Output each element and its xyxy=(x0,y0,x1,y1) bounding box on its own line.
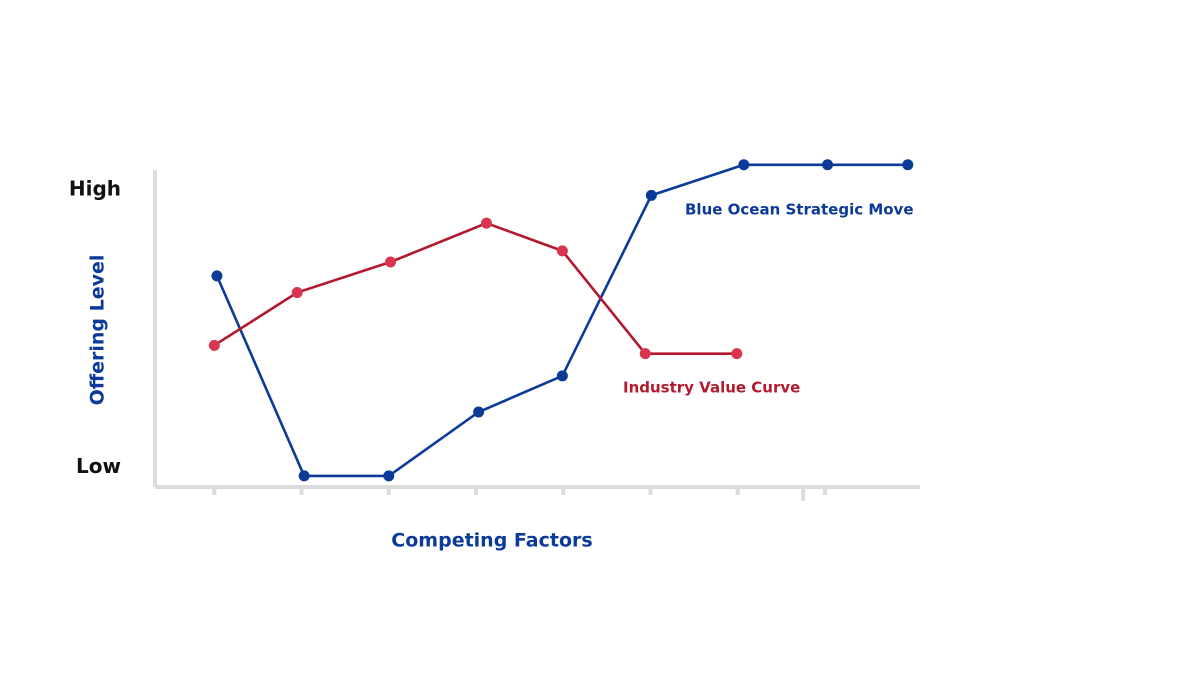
data-point xyxy=(298,470,310,482)
data-point xyxy=(211,270,223,282)
series-label: Blue Ocean Strategic Move xyxy=(685,201,914,219)
y-axis-label: Offering Level xyxy=(87,255,109,406)
data-point xyxy=(480,217,492,229)
y-tick-label: Low xyxy=(76,454,121,478)
data-point xyxy=(556,370,568,382)
data-point xyxy=(639,348,651,360)
x-axis-label: Competing Factors xyxy=(391,530,592,552)
data-point xyxy=(731,348,743,360)
data-point xyxy=(208,339,220,351)
data-point xyxy=(556,245,568,257)
data-point xyxy=(473,406,485,418)
data-point xyxy=(383,470,395,482)
data-point xyxy=(738,159,750,171)
data-point xyxy=(902,159,914,171)
data-point xyxy=(385,256,397,268)
series-line xyxy=(213,221,737,355)
data-point xyxy=(645,189,657,201)
data-point xyxy=(822,159,834,171)
y-tick-label: High xyxy=(69,176,121,200)
data-point xyxy=(291,287,303,299)
series-label: Industry Value Curve xyxy=(623,379,800,397)
